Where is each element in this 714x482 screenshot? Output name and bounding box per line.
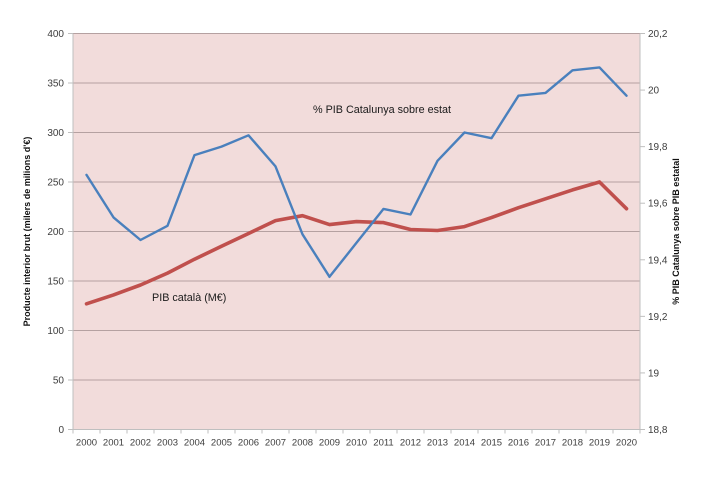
x-axis-tick-label: 2014 [454,438,475,449]
left-axis-tick-label: 200 [47,227,64,238]
left-axis-tick-label: 50 [53,376,65,387]
right-axis-tick-label: 18,8 [648,425,668,436]
right-axis-tick-label: 19,2 [648,312,668,323]
annotation-label-1: PIB català (M€) [152,292,226,304]
x-axis-tick-label: 2002 [130,438,151,449]
x-axis-tick-label: 2000 [76,438,97,449]
x-axis-tick-label: 2008 [292,438,313,449]
x-axis-tick-label: 2003 [157,438,178,449]
right-axis-tick-label: 19 [648,368,660,379]
x-axis-tick-label: 2009 [319,438,340,449]
right-axis-tick-label: 20 [648,86,660,97]
left-axis-tick-label: 100 [47,326,64,337]
x-axis-tick-label: 2012 [400,438,421,449]
right-axis-tick-label: 19,8 [648,142,668,153]
left-axis-tick-label: 0 [58,425,64,436]
x-axis-tick-label: 2015 [481,438,502,449]
series-line-pib [84,180,629,306]
x-axis-tick-label: 2019 [589,438,610,449]
x-axis-tick-label: 2006 [238,438,259,449]
annotation-label-0: % PIB Catalunya sobre estat [313,104,451,116]
right-axis-title: % PIB Catalunya sobre PIB estatal [671,158,681,305]
x-axis-tick-label: 2020 [616,438,637,449]
left-axis-title: Producte interior brut (milers de milion… [22,137,32,327]
x-axis-tick-label: 2013 [427,438,448,449]
left-axis-tick-label: 350 [47,79,64,90]
left-axis-tick-label: 150 [47,277,64,288]
x-axis-tick-label: 2010 [346,438,367,449]
x-axis-tick-label: 2011 [373,438,393,449]
right-axis-tick-label: 20,2 [648,29,668,40]
x-axis-tick-label: 2004 [184,438,205,449]
x-axis-tick-label: 2001 [103,438,124,449]
right-axis-tick-label: 19,4 [648,255,668,266]
left-axis-tick-label: 300 [47,128,64,139]
left-axis-tick-label: 250 [47,178,64,189]
right-axis-tick-label: 19,6 [648,199,668,210]
series-line-percent [85,66,628,278]
x-axis-tick-label: 2016 [508,438,529,449]
x-axis-tick-label: 2018 [562,438,583,449]
x-axis-tick-label: 2007 [265,438,286,449]
x-axis-tick-label: 2005 [211,438,232,449]
x-axis-tick-label: 2017 [535,438,556,449]
left-axis-tick-label: 400 [47,29,64,40]
